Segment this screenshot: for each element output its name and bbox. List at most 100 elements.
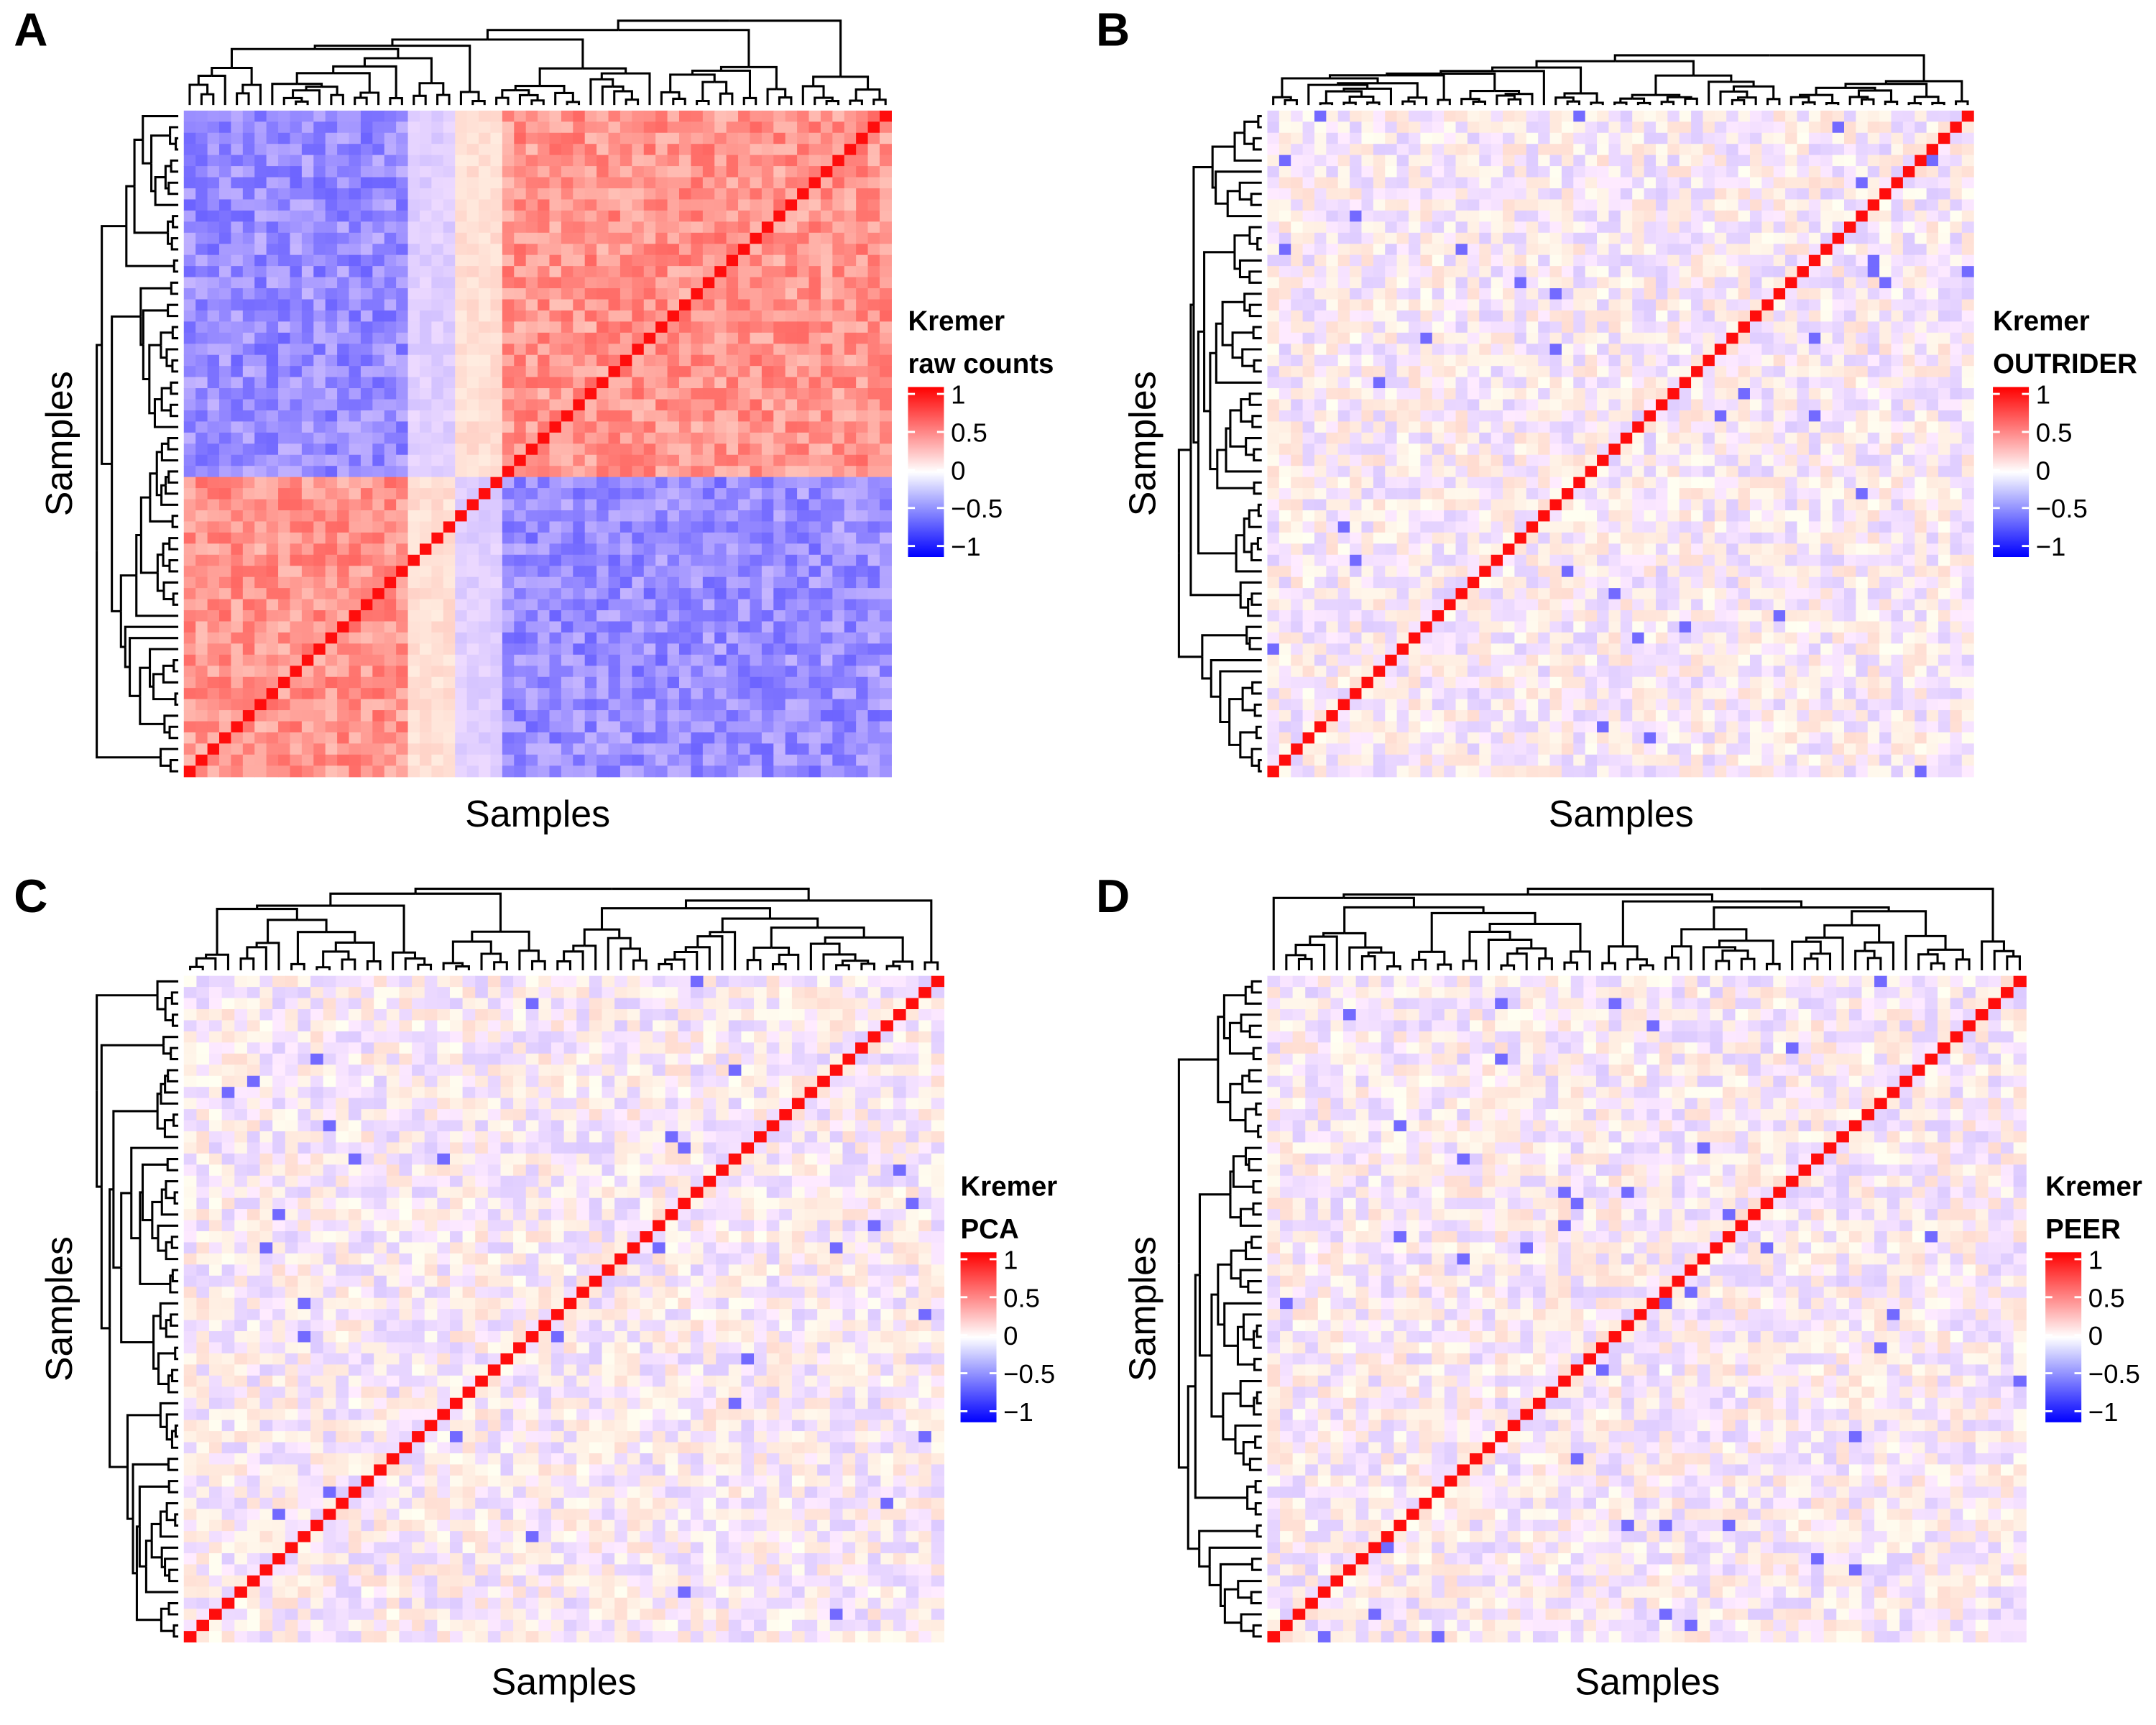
heatmap-cell [325, 344, 338, 356]
heatmap-cell [195, 643, 208, 656]
heatmap-cell [1549, 210, 1562, 222]
heatmap-cell [419, 710, 432, 722]
heatmap-cell [1679, 188, 1692, 200]
heatmap-cell [266, 721, 279, 733]
heatmap-cell [596, 610, 609, 622]
heatmap-cell [407, 521, 420, 533]
heatmap-cell [679, 676, 691, 689]
heatmap-cell [714, 466, 727, 478]
heatmap-cell [1302, 232, 1315, 244]
heatmap-cell [502, 477, 515, 489]
heatmap-cell [1455, 266, 1468, 278]
heatmap-cell [1396, 288, 1409, 300]
heatmap-cell [702, 254, 715, 267]
heatmap-cell [608, 654, 621, 666]
heatmap-cell [349, 277, 361, 289]
heatmap-cell [679, 710, 691, 722]
dendrogram-branch [148, 344, 161, 380]
heatmap-cell [1832, 144, 1845, 156]
heatmap-cell [667, 454, 680, 466]
heatmap-cell [407, 666, 420, 678]
heatmap-cell [290, 377, 303, 389]
heatmap-cell [573, 576, 586, 589]
heatmap-cell [1808, 232, 1821, 244]
heatmap-cell [396, 232, 409, 244]
heatmap-cell [525, 521, 538, 533]
dendrogram-branch [726, 92, 734, 106]
heatmap-cell [1385, 244, 1398, 256]
heatmap-cell [1938, 110, 1950, 122]
dendrogram-branch [149, 472, 157, 498]
heatmap-cell [1585, 132, 1598, 144]
heatmap-cell [643, 632, 656, 644]
heatmap-cell [702, 754, 715, 766]
heatmap-cell [254, 310, 267, 322]
heatmap-cell [667, 477, 680, 489]
heatmap-cell [313, 499, 326, 511]
heatmap-cell [479, 421, 491, 433]
heatmap-cell [1950, 132, 1963, 144]
heatmap-cell [419, 643, 432, 656]
heatmap-cell [419, 765, 432, 778]
heatmap-cell [738, 576, 751, 589]
heatmap-cell [1608, 132, 1621, 144]
heatmap-cell [466, 721, 479, 733]
heatmap-cell [242, 277, 255, 289]
heatmap-cell [797, 199, 810, 211]
heatmap-cell [1455, 132, 1468, 144]
heatmap-cell [1879, 277, 1892, 289]
heatmap-cell [349, 576, 361, 589]
heatmap-cell [254, 299, 267, 311]
heatmap-cell [183, 543, 196, 556]
heatmap-cell [1467, 310, 1480, 322]
heatmap-cell [856, 110, 869, 122]
heatmap-cell [820, 632, 833, 644]
heatmap-cell [254, 155, 267, 167]
dendrogram-branch [162, 554, 170, 567]
heatmap-cell [396, 554, 409, 566]
heatmap-cell [820, 199, 833, 211]
heatmap-cell [1337, 299, 1350, 311]
heatmap-cell [1337, 132, 1350, 144]
heatmap-cell [278, 488, 291, 500]
heatmap-cell [643, 199, 656, 211]
heatmap-cell [538, 466, 550, 478]
heatmap-cell [301, 576, 314, 589]
heatmap-cell [549, 588, 562, 600]
heatmap-cell [667, 632, 680, 644]
heatmap-cell [266, 599, 279, 611]
dendrogram-branch [418, 82, 432, 96]
heatmap-cell [349, 299, 361, 311]
heatmap-cell [738, 688, 751, 700]
heatmap-cell [785, 732, 798, 744]
heatmap-cell [313, 510, 326, 523]
heatmap-cell [1538, 244, 1551, 256]
heatmap-cell [1856, 132, 1869, 144]
heatmap-cell [384, 543, 397, 556]
heatmap-cell [337, 344, 350, 356]
heatmap-cell [290, 132, 303, 144]
heatmap-cell [1420, 166, 1433, 178]
heatmap-cell [785, 443, 798, 456]
heatmap-cell [1267, 310, 1280, 322]
heatmap-cell [738, 421, 751, 433]
heatmap-cell [643, 321, 656, 334]
heatmap-cell [455, 554, 468, 566]
heatmap-cell [490, 388, 503, 400]
heatmap-cell [443, 199, 456, 211]
heatmap-cell [1667, 199, 1680, 211]
heatmap-cell [301, 477, 314, 489]
heatmap-cell [1950, 166, 1963, 178]
heatmap-cell [502, 699, 515, 711]
heatmap-cell [832, 521, 845, 533]
heatmap-cell [596, 344, 609, 356]
heatmap-cell [608, 532, 621, 544]
heatmap-cell [797, 254, 810, 267]
heatmap-cell [1726, 177, 1739, 189]
heatmap-cell [1585, 266, 1598, 278]
heatmap-cell [1455, 155, 1468, 167]
heatmap-cell [797, 621, 810, 633]
heatmap-cell [290, 743, 303, 755]
heatmap-cell [797, 210, 810, 222]
heatmap-cell [384, 332, 397, 344]
